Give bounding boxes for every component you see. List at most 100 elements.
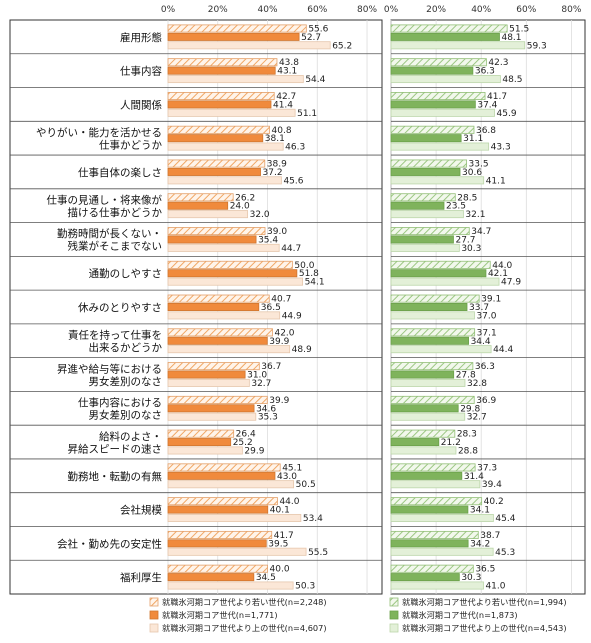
- bar-left-s0: [167, 463, 281, 472]
- bar-right-s2: [390, 243, 460, 252]
- data-label-left: 40.1: [270, 506, 290, 516]
- legend-swatch-right: [389, 623, 399, 633]
- data-label-right: 34.4: [471, 337, 491, 347]
- legend-label-left: 就職氷河期コア世代(n=1,771): [162, 610, 278, 620]
- bar-left-s0: [167, 564, 268, 573]
- data-label-left: 50.5: [296, 480, 316, 490]
- bar-left-s1: [167, 573, 255, 582]
- bar-right-s0: [390, 227, 470, 236]
- bar-right-s0: [390, 260, 491, 269]
- bar-right-s0: [390, 328, 476, 337]
- bar-right-s1: [390, 404, 459, 413]
- bar-right-s1: [390, 201, 445, 210]
- data-label-right: 32.1: [465, 210, 485, 220]
- bar-left-s2: [167, 75, 304, 84]
- bar-right-s1: [390, 573, 460, 582]
- bar-left-s2: [167, 547, 307, 556]
- data-label-right: 33.7: [469, 303, 489, 313]
- bar-right-s0: [390, 395, 475, 404]
- bar-right-s0: [390, 159, 467, 168]
- legend-label-right: 就職氷河期コア世代より若い世代(n=1,994): [402, 597, 567, 607]
- data-label-left: 39.9: [269, 396, 289, 406]
- data-label-right: 48.1: [501, 33, 521, 43]
- category-label: 昇給スピードの速さ: [68, 442, 163, 455]
- data-label-right: 28.8: [458, 446, 478, 456]
- legend-swatch-left: [149, 623, 159, 633]
- legend-label-right: 就職氷河期コア世代より上の世代(n=4,543): [402, 623, 567, 633]
- category-label: 会社・勤め先の安定性: [57, 537, 162, 550]
- data-label-right: 47.9: [501, 278, 521, 288]
- bar-right-s2: [390, 446, 457, 455]
- category-label: 仕事内容における: [78, 396, 162, 409]
- bar-left-s2: [167, 210, 249, 219]
- data-label-right: 41.1: [486, 176, 506, 186]
- data-label-left: 26.2: [235, 193, 255, 203]
- data-label-right: 51.5: [509, 24, 529, 34]
- bar-left-s0: [167, 193, 234, 202]
- data-label-right: 34.2: [470, 539, 490, 549]
- bar-right-s2: [390, 210, 464, 219]
- data-label-right: 42.3: [488, 58, 508, 68]
- data-label-right: 33.5: [469, 160, 489, 170]
- bar-right-s1: [390, 167, 461, 176]
- bar-left-s0: [167, 429, 235, 438]
- legend-swatch-right: [389, 597, 399, 607]
- data-label-left: 29.9: [244, 446, 264, 456]
- bar-left-s0: [167, 530, 273, 539]
- bar-left-s2: [167, 176, 282, 185]
- data-label-left: 35.4: [258, 235, 278, 245]
- category-label: 給料のよさ・: [99, 430, 162, 443]
- bar-left-s1: [167, 134, 264, 143]
- data-label-left: 34.5: [256, 573, 276, 583]
- category-label: 休みのとりやすさ: [78, 302, 162, 314]
- bar-right-s2: [390, 277, 500, 286]
- data-label-right: 28.5: [457, 193, 477, 203]
- data-label-left: 51.8: [299, 269, 319, 279]
- x-tick-label-left: 60%: [307, 5, 327, 15]
- data-label-left: 50.3: [295, 582, 315, 592]
- bar-right-s0: [390, 497, 483, 506]
- data-label-right: 36.3: [475, 67, 495, 77]
- bar-left-s1: [167, 370, 246, 379]
- legend-swatch-right: [389, 610, 399, 620]
- bar-left-s1: [167, 66, 276, 75]
- data-label-right: 21.2: [441, 438, 461, 448]
- data-label-left: 39.9: [269, 337, 289, 347]
- data-label-left: 45.6: [283, 176, 303, 186]
- data-label-left: 42.7: [276, 92, 296, 102]
- category-label: 描ける仕事かどうか: [68, 206, 163, 219]
- data-label-left: 38.1: [265, 134, 285, 144]
- data-label-left: 45.1: [282, 463, 302, 473]
- data-label-left: 51.1: [297, 109, 317, 119]
- data-label-left: 55.5: [308, 548, 328, 558]
- category-label: 人間関係: [120, 99, 162, 111]
- bar-right-s2: [390, 311, 475, 320]
- data-label-right: 34.7: [471, 227, 491, 237]
- data-label-left: 31.0: [247, 371, 267, 381]
- data-label-left: 39.0: [267, 227, 287, 237]
- bar-right-s0: [390, 24, 508, 33]
- bar-right-s1: [390, 66, 474, 75]
- data-label-right: 31.4: [464, 472, 484, 482]
- bar-right-s1: [390, 539, 469, 548]
- bar-right-s2: [390, 345, 492, 354]
- bar-left-s1: [167, 269, 298, 278]
- bar-right-s2: [390, 41, 526, 50]
- bar-right-s2: [390, 547, 494, 556]
- data-label-right: 32.8: [467, 379, 487, 389]
- data-label-right: 27.8: [456, 371, 476, 381]
- data-label-left: 39.5: [268, 539, 288, 549]
- category-label: 男女差別のなさ: [89, 409, 163, 422]
- bar-left-s1: [167, 438, 232, 447]
- x-tick-label-left: 80%: [357, 5, 377, 15]
- bar-right-s2: [390, 176, 485, 185]
- bar-left-s2: [167, 41, 331, 50]
- category-label: 仕事の見通し・将来像が: [47, 193, 163, 206]
- data-label-left: 44.7: [281, 244, 301, 254]
- data-label-right: 59.3: [527, 41, 547, 51]
- bar-left-s1: [167, 471, 276, 480]
- x-tick-label-left: 0%: [161, 5, 176, 15]
- bar-left-s0: [167, 260, 293, 269]
- bar-right-s2: [390, 581, 484, 590]
